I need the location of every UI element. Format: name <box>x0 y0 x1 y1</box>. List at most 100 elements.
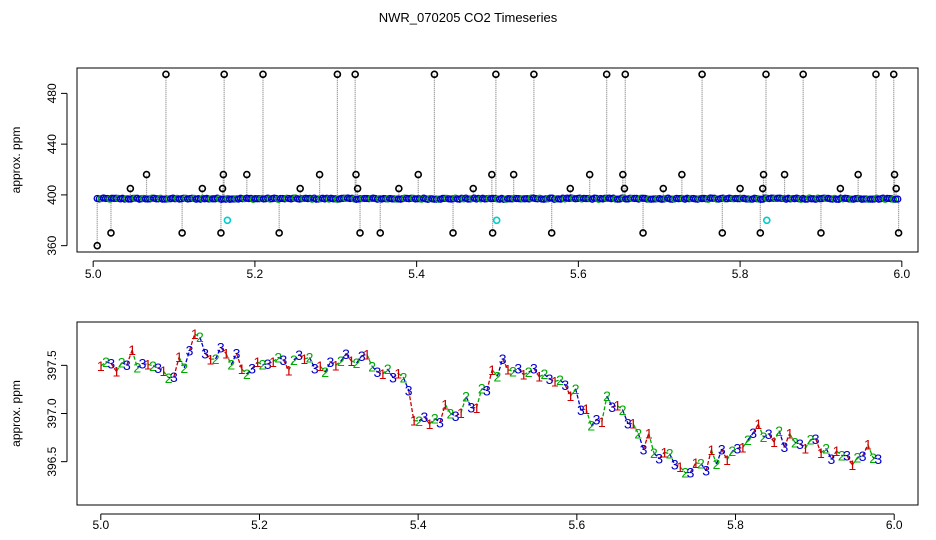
series-line <box>601 395 608 423</box>
series-line <box>371 366 378 373</box>
series-line <box>110 363 117 372</box>
outlier-point <box>142 170 151 179</box>
series-1-point: 1 <box>316 358 324 374</box>
series-3-point: 3 <box>436 414 444 430</box>
series-line <box>439 404 446 423</box>
outlier-point <box>275 229 283 237</box>
outlier-point <box>817 229 825 237</box>
series-line <box>637 433 645 450</box>
series-2-point: 2 <box>462 389 470 405</box>
series-3-point: 3 <box>624 415 632 431</box>
series-line <box>465 396 472 408</box>
series-1-point: 1 <box>410 413 418 429</box>
series-line <box>815 438 822 454</box>
series-2-point: 2 <box>572 381 580 397</box>
outlier-point <box>488 170 496 179</box>
series-line <box>700 463 707 472</box>
y-tick-label: 440 <box>45 134 59 154</box>
series-line <box>366 354 373 367</box>
series-line <box>528 367 535 373</box>
outlier-point <box>585 170 594 179</box>
series-line <box>789 433 796 443</box>
series-line <box>147 363 154 367</box>
series-line <box>721 449 728 461</box>
series-line <box>429 418 436 425</box>
series-line <box>502 358 509 370</box>
series-2-point: 2 <box>775 423 783 439</box>
outlier-point <box>162 70 170 79</box>
x-tick-label: 5.8 <box>727 518 744 532</box>
series-1-point: 1 <box>191 326 199 342</box>
series-1-point: 1 <box>551 373 559 389</box>
series-2-point: 2 <box>165 370 173 386</box>
series-line <box>397 372 404 379</box>
x-tick-label: 5.8 <box>732 267 749 281</box>
series-3-point: 3 <box>154 360 162 376</box>
series-2-point: 2 <box>713 456 721 472</box>
plot-frame <box>76 321 919 506</box>
series-1-point: 1 <box>739 440 747 456</box>
series-line <box>794 441 801 445</box>
series-1-point: 1 <box>567 388 575 404</box>
series-3-point: 3 <box>201 345 209 361</box>
outlier-point <box>414 170 423 179</box>
series-2-point: 2 <box>838 448 846 464</box>
series-2-point: 2 <box>196 329 204 345</box>
series-line <box>131 349 138 368</box>
series-line <box>695 462 701 465</box>
series-3-point: 3 <box>311 360 319 376</box>
x-tick-label: 5.2 <box>251 518 268 532</box>
series-3-point: 3 <box>827 451 835 467</box>
series-3-point: 3 <box>342 346 350 362</box>
series-line <box>251 361 258 369</box>
outlier-point <box>762 70 770 79</box>
outlier-point <box>126 184 135 193</box>
series-3-point: 3 <box>561 377 569 393</box>
series-3-point: 3 <box>874 451 882 467</box>
series-line <box>194 333 201 338</box>
series-1-point: 1 <box>629 416 637 432</box>
series-line <box>308 357 316 369</box>
outlier-point <box>890 170 899 179</box>
series-line <box>538 373 545 378</box>
series-2-point: 2 <box>509 363 517 379</box>
series-line <box>564 384 572 397</box>
series-2-point: 2 <box>556 372 564 388</box>
series-line <box>804 439 812 449</box>
series-3-point: 3 <box>640 441 648 457</box>
series-line <box>293 354 300 361</box>
outlier-point <box>492 70 500 79</box>
series-line <box>596 419 603 423</box>
outlier-point <box>356 229 364 237</box>
series-line <box>559 379 566 386</box>
outlier-point <box>352 170 360 179</box>
series-1-point: 1 <box>128 342 136 358</box>
outlier-point <box>799 70 807 79</box>
series-1-point: 1 <box>582 401 590 417</box>
series-line <box>632 423 639 434</box>
x-tick-label: 5.2 <box>247 267 264 281</box>
series-1-point: 1 <box>520 367 528 383</box>
series-line <box>199 336 206 354</box>
series-line <box>173 357 180 378</box>
series-2-point: 2 <box>587 418 595 434</box>
series-line <box>533 368 540 378</box>
series-3-point: 3 <box>671 457 679 473</box>
y-axis-label: approx. ppm <box>9 127 23 194</box>
x-tick-label: 6.0 <box>893 267 910 281</box>
series-line <box>616 405 624 411</box>
series-1-point: 1 <box>238 361 246 377</box>
series-line <box>241 368 248 375</box>
series-line <box>288 359 295 371</box>
series-line <box>752 423 759 434</box>
series-line <box>768 433 775 443</box>
series-line <box>188 333 196 351</box>
series-2-point: 2 <box>447 405 455 421</box>
series-2-point: 2 <box>791 434 799 450</box>
series-2-point: 2 <box>353 355 361 371</box>
outlier-point <box>376 229 385 237</box>
series-3-point: 3 <box>420 409 428 425</box>
outlier-point <box>530 70 538 79</box>
series-2-point: 2 <box>243 366 251 382</box>
panel-1-data <box>93 70 903 250</box>
